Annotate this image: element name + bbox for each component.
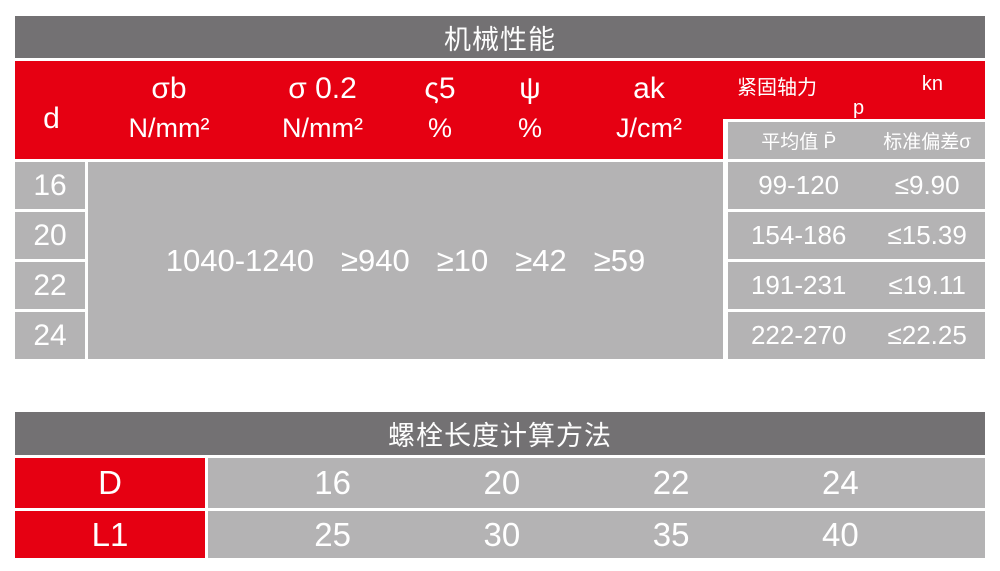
merged-values-cell: 1040-1240 ≥940 ≥10 ≥42 ≥59 xyxy=(88,162,723,359)
bolt-d-value: 20 xyxy=(483,464,521,501)
header-cell-axial-force: 紧固轴力 kn p 平均值 P̄ 标准偏差σ xyxy=(723,61,985,159)
axial-std-value: ≤22.25 xyxy=(887,320,967,350)
axial-std-value: ≤15.39 xyxy=(887,220,967,250)
sigma-b-symbol: σb xyxy=(151,72,187,105)
d-value-cell: 22 xyxy=(15,262,85,309)
bolt-row-d: D 16 20 22 24 xyxy=(15,458,985,508)
bolt-row-d-values: 16 20 22 24 xyxy=(208,458,985,508)
header-cell-sigma-b: σb N/mm² xyxy=(88,61,250,159)
yield-strength-value: ≥940 xyxy=(341,242,410,278)
header-cell-ak: ak J/cm² xyxy=(575,61,723,159)
ak-symbol: ak xyxy=(633,72,665,105)
bolt-d-value: 22 xyxy=(652,464,690,501)
axial-row: 191-231 ≤19.11 xyxy=(728,262,985,309)
axial-range-value: 99-120 xyxy=(758,170,840,200)
bolt-d-value: 24 xyxy=(822,464,859,501)
bolt-l1-value: 30 xyxy=(483,515,521,553)
reduction-area-value: ≥42 xyxy=(515,242,567,278)
psi-symbol: ψ xyxy=(519,72,541,105)
axial-std-value: ≤19.11 xyxy=(888,270,966,300)
d-values-column: 16 20 22 24 xyxy=(15,162,85,359)
bolt-row-l1: L1 25 30 35 40 xyxy=(15,511,985,558)
axial-average-header: 平均值 P̄ xyxy=(761,132,837,153)
sigma-02-symbol: σ 0.2 xyxy=(288,72,357,105)
header-cell-d: d xyxy=(43,102,60,135)
sigma-b-unit: N/mm² xyxy=(128,113,210,143)
header-cell-psi: ψ % xyxy=(485,61,575,159)
d-value-cell: 16 xyxy=(15,162,85,209)
delta-5-symbol: ς5 xyxy=(424,72,456,105)
mechanical-properties-body: 16 20 22 24 1040-1240 ≥940 ≥10 ≥42 ≥59 9… xyxy=(15,162,985,359)
bolt-d-value: 16 xyxy=(314,464,351,501)
axial-row: 99-120 ≤9.90 xyxy=(728,162,985,209)
axial-range-value: 191-231 xyxy=(750,270,847,300)
axial-force-unit: kn xyxy=(921,73,943,95)
axial-range-value: 222-270 xyxy=(750,320,847,350)
ak-unit: J/cm² xyxy=(616,113,682,143)
bolt-l1-value: 40 xyxy=(822,515,859,553)
impact-value: ≥59 xyxy=(593,242,646,278)
bolt-row-d-label: D xyxy=(15,458,205,508)
axial-std-dev-header: 标准偏差σ xyxy=(883,132,972,153)
mechanical-properties-header-row: d σb N/mm² σ 0.2 N/mm² ς5 % ψ % ak J/cm² xyxy=(15,61,985,159)
bolt-row-l1-values: 25 30 35 40 xyxy=(208,511,985,558)
axial-force-p: p xyxy=(853,97,865,119)
axial-row: 154-186 ≤15.39 xyxy=(728,212,985,259)
psi-unit: % xyxy=(517,113,542,143)
header-cell-sigma-02: σ 0.2 N/mm² xyxy=(250,61,395,159)
axial-std-value: ≤9.90 xyxy=(894,170,960,200)
axial-force-subtable: 99-120 ≤9.90 154-186 ≤15.39 191-231 ≤19.… xyxy=(728,162,985,359)
tensile-strength-value: 1040-1240 xyxy=(165,242,314,278)
bolt-row-l1-label: L1 xyxy=(15,511,205,558)
bolt-l1-value: 35 xyxy=(652,515,690,553)
axial-force-subheader: 平均值 P̄ 标准偏差σ xyxy=(723,119,985,159)
bolt-length-table: 螺栓长度计算方法 D 16 20 22 24 L1 25 30 35 40 xyxy=(15,412,985,561)
d-value-cell: 20 xyxy=(15,212,85,259)
mechanical-properties-table: 机械性能 d σb N/mm² σ 0.2 N/mm² ς5 % ψ % ak … xyxy=(15,16,985,359)
bolt-length-title: 螺栓长度计算方法 xyxy=(15,412,985,455)
delta-5-unit: % xyxy=(427,113,452,143)
mechanical-properties-title: 机械性能 xyxy=(15,16,985,58)
sigma-02-unit: N/mm² xyxy=(282,113,363,143)
axial-force-label: 紧固轴力 xyxy=(737,77,817,99)
axial-range-value: 154-186 xyxy=(750,220,847,250)
elongation-value: ≥10 xyxy=(436,242,489,278)
header-cell-delta-5: ς5 % xyxy=(395,61,485,159)
axial-row: 222-270 ≤22.25 xyxy=(728,312,985,359)
bolt-l1-value: 25 xyxy=(314,515,351,553)
axial-force-header: 紧固轴力 kn p xyxy=(723,61,985,119)
d-value-cell: 24 xyxy=(15,312,85,359)
